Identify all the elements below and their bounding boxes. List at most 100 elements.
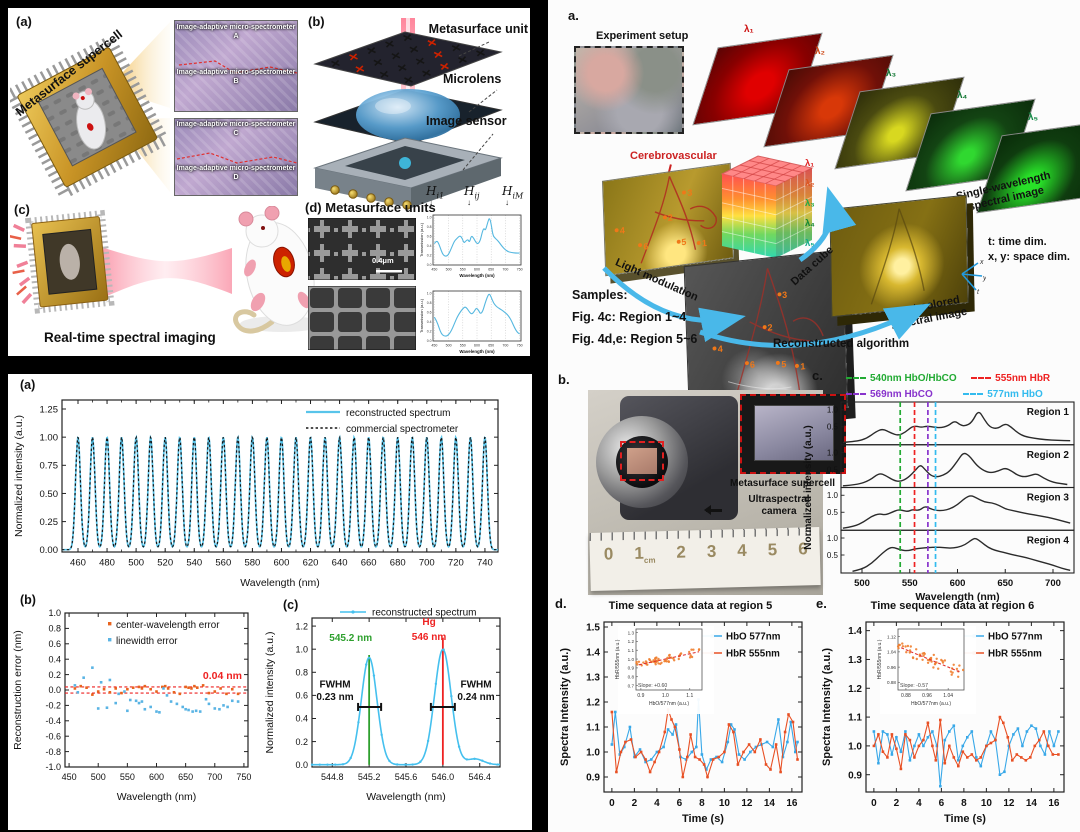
sem-image-squares [308,286,416,350]
ruler: 0 1cm 2 3 4 5 6 [589,526,821,592]
svg-text:0.5: 0.5 [827,508,839,517]
svg-text:650: 650 [997,578,1013,589]
post-vessels [870,208,925,305]
svg-text:FWHM: FWHM [319,679,350,690]
ruler-4: 4 [737,540,748,561]
svg-text:1.00: 1.00 [40,433,59,444]
svg-text:6: 6 [939,798,945,809]
time-dim-label: t: time dim. [988,236,1047,248]
svg-text:1.4: 1.4 [586,648,600,659]
svg-text:0.9: 0.9 [637,693,644,699]
sensor-chip [627,448,657,474]
region-dot: 6 [638,235,649,254]
svg-text:16: 16 [786,798,798,809]
svg-text:660: 660 [361,558,377,569]
svg-text:0.50: 0.50 [40,489,59,500]
transmission-plot-2: 450 500 550 600 650 700 750 0.0 0.2 0.4 0.6 0.8 1.0 W… [419,290,523,354]
svg-text:1.04: 1.04 [887,650,896,655]
svg-text:750: 750 [517,344,523,348]
svg-text:Transmission (a.u.): Transmission (a.u.) [419,298,424,333]
inset-label-c: Image-adaptive micro-spectrometer C [176,121,296,137]
svg-text:0.6: 0.6 [295,691,308,701]
ruler-2: 2 [676,542,687,562]
svg-text:1.5: 1.5 [586,623,600,634]
svg-text:Wavelength (nm): Wavelength (nm) [459,349,495,354]
svg-text:0.4: 0.4 [48,654,61,664]
svg-text:680: 680 [390,558,406,569]
svg-text:1.0: 1.0 [827,534,839,543]
svg-text:0: 0 [609,798,615,809]
svg-text:HbR/555nm (a.u.): HbR/555nm (a.u.) [615,639,621,679]
svg-text:0.9: 0.9 [848,770,862,781]
svg-text:0.0: 0.0 [295,760,308,770]
svg-text:1.0: 1.0 [295,644,308,654]
camera-photo: Metasurface supercell Ultraspectral camer… [588,390,846,595]
svg-text:14: 14 [1026,798,1038,809]
svg-text:580: 580 [244,558,260,569]
svg-text:10: 10 [981,798,993,809]
svg-text:1.1: 1.1 [686,693,693,699]
svg-text:600: 600 [474,268,480,272]
svg-text:Wavelength (nm): Wavelength (nm) [459,273,495,278]
svg-text:740: 740 [477,558,493,569]
svg-text:Time (s): Time (s) [682,813,724,825]
svg-text:1.25: 1.25 [40,404,59,415]
svg-text:700: 700 [419,558,435,569]
svg-text:650: 650 [488,344,494,348]
svg-text:HbR 555nm: HbR 555nm [988,649,1042,660]
h-i1-label: Hi1 [426,184,445,201]
lambda1-label: λ₁ [744,24,754,35]
svg-text:reconstructed spectrum: reconstructed spectrum [346,408,451,419]
svg-text:0.5: 0.5 [827,423,839,432]
svg-text:0.6: 0.6 [427,235,432,239]
svg-text:1.3: 1.3 [848,655,862,666]
region-dot: 4 [614,220,626,239]
figure1-schematic: (a) Metasurface supercell Image-ad [8,8,530,356]
svg-text:546.0: 546.0 [432,772,455,782]
svg-text:650: 650 [178,772,193,782]
svg-text:1.1: 1.1 [848,713,862,724]
panel-a-label: (a) [16,14,32,29]
svg-text:550: 550 [460,344,466,348]
svg-text:0.8: 0.8 [628,675,635,680]
svg-text:1.2: 1.2 [848,684,862,695]
panel-2c-label: (c) [283,598,299,612]
timeseries5-title: Time sequence data at region 5 [608,600,773,612]
svg-text:550: 550 [120,772,135,782]
svg-text:545.6: 545.6 [395,772,418,782]
region-dot: 2 [662,208,674,227]
metasurface-supercell-label: Metasurface supercell [730,478,836,489]
panel-d-label: (d) Metasurface units [305,200,436,215]
svg-text:520: 520 [157,558,173,569]
svg-text:500: 500 [91,772,106,782]
svg-text:12: 12 [741,798,753,809]
svg-text:1.2: 1.2 [628,639,635,644]
metasurface-chip-graphic [10,34,172,202]
space-dim-label: x, y: space dim. [988,251,1070,263]
sample-image: 3 2 4 6 5 1 [601,162,735,277]
region-dot: 3 [777,285,788,304]
svg-text:-0.6: -0.6 [45,731,61,741]
svg-text:1.3: 1.3 [628,630,635,635]
ruler-5: 5 [767,540,778,560]
svg-text:1.4: 1.4 [848,626,862,637]
cube-lambda3: λ₃ [805,198,815,209]
svg-text:650: 650 [488,268,494,272]
region-dot: 2 [762,318,773,337]
panel-2b-label: (b) [20,593,36,607]
spectral-imaging-graphic [10,206,324,334]
svg-text:0.88: 0.88 [901,693,911,699]
comb-spectrum-chart: 460 480 500 520 540 560 580 600 620 640 660 680 700 7… [13,399,499,589]
svg-text:0.2: 0.2 [295,737,308,747]
figure2-spectra: (a) 460 480 500 520 540 560 580 600 620 640 660 680… [8,374,532,830]
svg-text:Slope: +0.60: Slope: +0.60 [638,683,667,689]
svg-text:0.00: 0.00 [40,545,59,556]
svg-text:HbO/577nm (a.u.): HbO/577nm (a.u.) [911,701,951,707]
svg-text:x: x [979,259,984,266]
cube-lambda4: λ₄ [805,218,815,229]
panel-3e-label: e. [816,596,827,611]
ruler-0: 0 [603,544,614,564]
svg-text:commercial spectrometer: commercial spectrometer [346,424,459,435]
svg-text:450: 450 [431,344,437,348]
svg-text:t: t [977,289,980,294]
